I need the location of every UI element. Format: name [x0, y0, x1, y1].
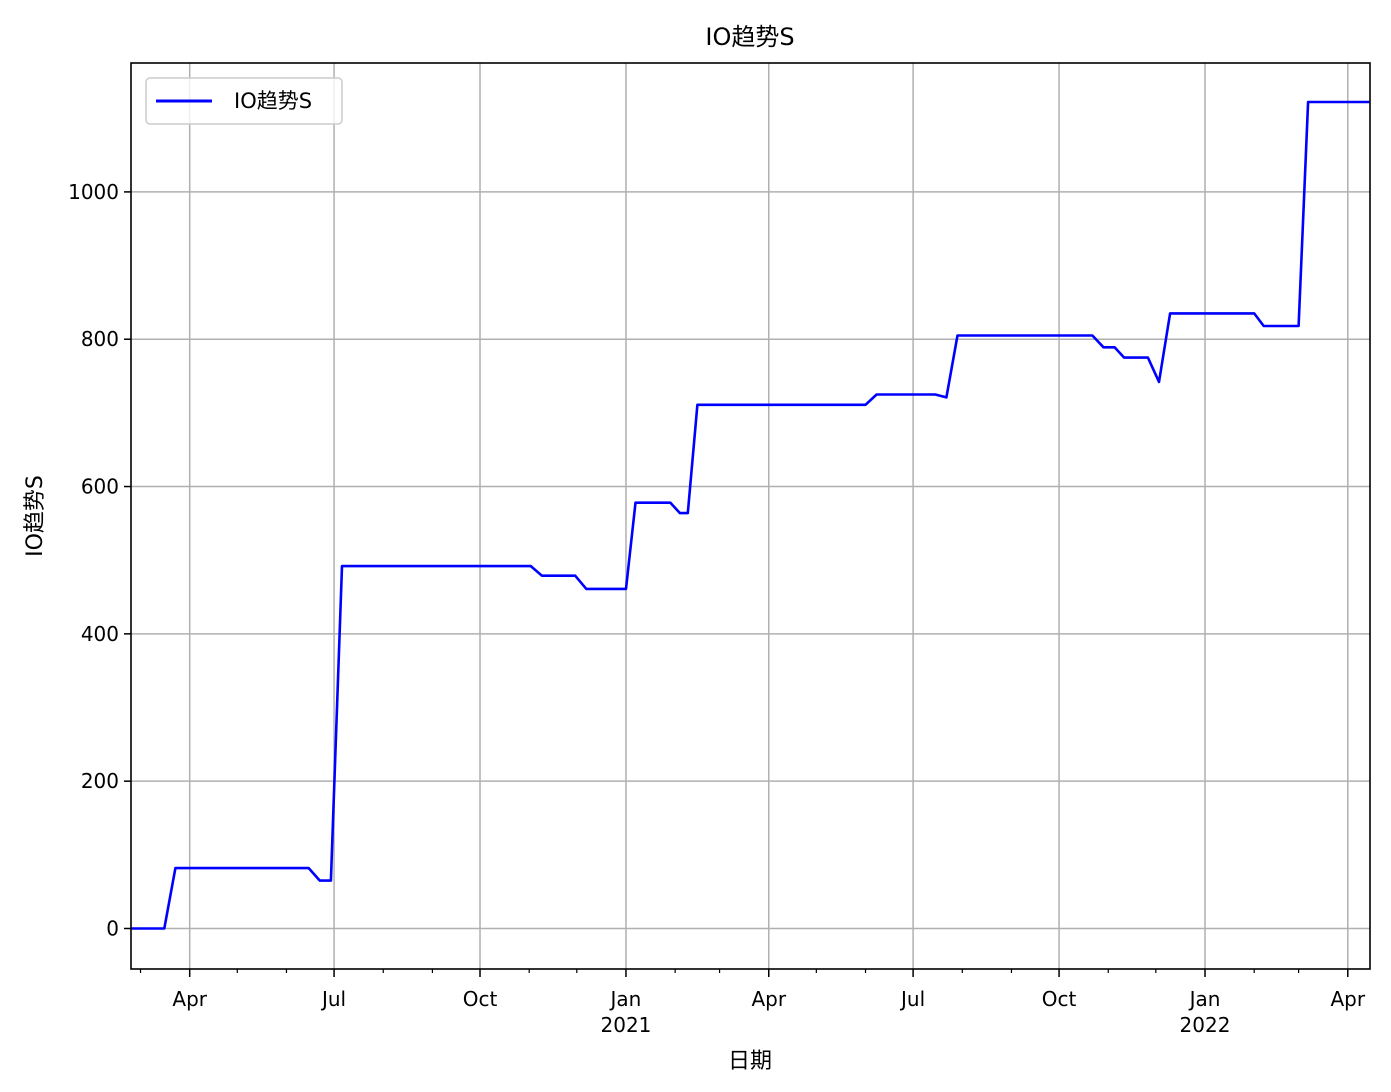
y-tick-label: 200 — [81, 769, 119, 793]
x-tick-label: Apr — [1330, 987, 1365, 1011]
plot-frame — [130, 62, 1371, 970]
y-axis: 0 200 400 600 800 1000 — [68, 180, 131, 940]
y-tick-label: 600 — [81, 475, 119, 499]
y-tick-label: 1000 — [68, 180, 119, 204]
x-axis-label: 日期 — [728, 1049, 772, 1074]
legend-label: IO趋势S — [234, 89, 312, 113]
x-tick-label: Jan — [1188, 987, 1221, 1011]
x-tick-label: Apr — [751, 987, 786, 1011]
x-tick-year-label: 2022 — [1180, 1013, 1231, 1037]
grid-lines — [131, 63, 1370, 969]
x-tick-label: Jul — [899, 987, 925, 1011]
y-tick-label: 400 — [81, 622, 119, 646]
legend-box — [145, 77, 343, 125]
x-tick-label: Jul — [320, 987, 346, 1011]
x-tick-label: Apr — [172, 987, 207, 1011]
y-axis-label: IO趋势S — [23, 475, 48, 557]
chart-title: IO趋势S — [705, 23, 794, 51]
series-layer — [131, 100, 1370, 930]
x-tick-year-label: 2021 — [601, 1013, 652, 1037]
x-tick-label: Jan — [609, 987, 642, 1011]
legend: IO趋势S — [145, 77, 343, 125]
y-tick-label: 800 — [81, 327, 119, 351]
series-line — [131, 100, 1370, 930]
x-tick-label: Oct — [1042, 987, 1077, 1011]
x-tick-label: Oct — [463, 987, 498, 1011]
y-tick-label: 0 — [106, 916, 119, 940]
